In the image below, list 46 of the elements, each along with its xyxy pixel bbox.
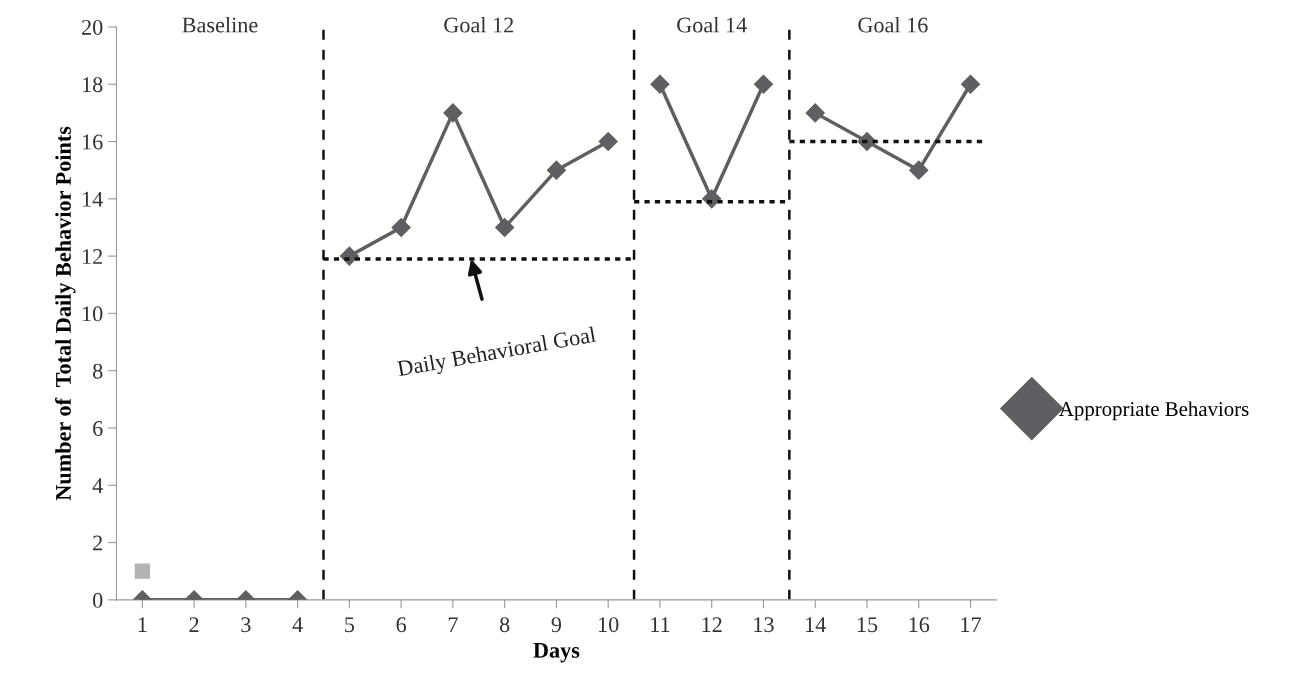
- x-tick-label: 12: [702, 617, 722, 632]
- point: [598, 132, 618, 152]
- x-tick-label: 7: [448, 617, 458, 632]
- point: [960, 74, 981, 94]
- x-tick-label: 6: [396, 617, 407, 633]
- y-tick-label: 10: [83, 306, 103, 322]
- x-axis-title: Days: [533, 643, 580, 663]
- x-tick-label: 3: [241, 617, 251, 633]
- y-tick-label: 0: [93, 592, 103, 608]
- annotation: Goal 12: [444, 16, 514, 33]
- x-tick-label: 14: [806, 617, 826, 632]
- annotation: Baseline: [182, 16, 258, 33]
- x-tick-label: 8: [499, 617, 510, 633]
- point: [443, 103, 463, 123]
- point: [805, 103, 825, 123]
- x-tick-label: 16: [909, 617, 930, 633]
- y-tick-label: 20: [82, 19, 103, 35]
- x-tick-label: 4: [292, 617, 303, 632]
- x-tick-label: 5: [345, 617, 355, 633]
- y-tick-label: 8: [93, 363, 103, 379]
- y-axis-title: Number of Total Daily Behavior Points: [55, 126, 76, 501]
- y-tick-label: 4: [92, 478, 103, 493]
- x-tick-label: 13: [754, 617, 774, 633]
- y-tick-label: 14: [83, 191, 103, 207]
- y-tick-label: 6: [93, 420, 103, 436]
- y-tick-label: 2: [93, 535, 103, 551]
- x-tick-label: 11: [651, 617, 670, 632]
- annotation: Goal 14: [677, 16, 747, 33]
- y-tick-label: 18: [83, 77, 103, 93]
- point: [753, 74, 773, 94]
- x-tick-label: 15: [857, 617, 878, 633]
- y-tick-label: 16: [83, 134, 103, 150]
- x-tick-label: 2: [189, 617, 199, 632]
- y-tick-label: 12: [83, 249, 103, 264]
- point: [909, 160, 929, 180]
- annotation: Daily Behavioral Goal: [396, 326, 598, 381]
- x-tick-label: 17: [961, 617, 981, 632]
- x-tick-label: 9: [551, 617, 562, 633]
- annotation: Goal 16: [858, 16, 928, 33]
- point: [495, 217, 515, 238]
- point: [650, 74, 670, 94]
- point: [391, 217, 411, 238]
- text: Appropriate Behaviors: [1059, 401, 1249, 421]
- x-tick-label: 10: [599, 617, 619, 633]
- point: [546, 160, 566, 180]
- x-tick-label: 1: [138, 617, 147, 632]
